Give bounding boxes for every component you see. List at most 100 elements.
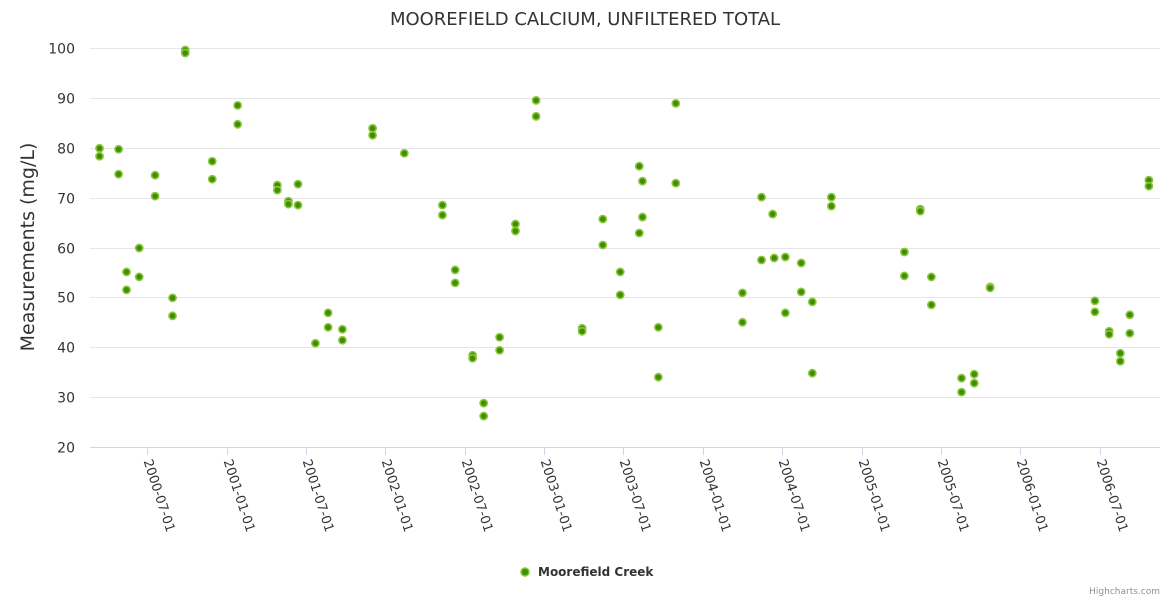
data-point[interactable] <box>122 285 131 295</box>
data-point[interactable] <box>495 332 504 342</box>
data-point[interactable] <box>638 176 647 186</box>
data-point[interactable] <box>780 252 790 262</box>
data-point[interactable] <box>598 240 608 250</box>
data-point[interactable] <box>134 272 144 282</box>
data-point[interactable] <box>311 338 320 348</box>
y-tick-label: 70 <box>57 192 75 208</box>
data-point[interactable] <box>780 308 790 318</box>
data-point[interactable] <box>531 111 541 121</box>
data-point[interactable] <box>495 345 504 355</box>
data-point[interactable] <box>284 199 293 209</box>
data-point[interactable] <box>233 119 243 129</box>
data-point[interactable] <box>1125 328 1135 338</box>
data-point[interactable] <box>114 144 123 154</box>
data-point[interactable] <box>807 297 817 307</box>
data-point[interactable] <box>399 148 409 158</box>
data-point[interactable] <box>577 326 587 336</box>
data-point[interactable] <box>323 308 333 318</box>
data-point[interactable] <box>598 214 608 224</box>
data-point[interactable] <box>807 368 817 378</box>
data-point[interactable] <box>1144 181 1154 191</box>
data-point[interactable] <box>900 271 909 281</box>
data-point[interactable] <box>479 398 489 408</box>
data-point[interactable] <box>438 200 447 210</box>
data-point[interactable] <box>900 247 909 257</box>
data-point[interactable] <box>293 179 303 189</box>
legend-label: Moorefield Creek <box>538 565 654 579</box>
data-point[interactable] <box>1125 310 1135 320</box>
series-moorefield-creek[interactable] <box>95 45 1154 421</box>
data-point[interactable] <box>671 98 681 108</box>
data-point[interactable] <box>511 219 520 229</box>
data-point[interactable] <box>338 335 347 345</box>
data-point[interactable] <box>122 267 131 277</box>
data-point[interactable] <box>769 253 779 263</box>
data-point[interactable] <box>207 174 217 184</box>
data-point[interactable] <box>150 170 160 180</box>
data-point[interactable] <box>272 185 282 195</box>
data-point[interactable] <box>293 200 303 210</box>
x-tick-label: 2000-07-01 <box>140 458 178 534</box>
x-tick-label: 2004-07-01 <box>775 458 813 534</box>
data-point[interactable] <box>826 192 836 202</box>
data-point[interactable] <box>368 130 377 140</box>
data-point[interactable] <box>926 272 936 282</box>
data-point[interactable] <box>450 278 460 288</box>
data-point[interactable] <box>969 378 979 388</box>
x-tick-label: 2005-07-01 <box>934 458 972 534</box>
data-point[interactable] <box>768 209 778 219</box>
data-point[interactable] <box>323 322 333 332</box>
data-point[interactable] <box>479 411 489 421</box>
data-point[interactable] <box>653 322 663 332</box>
data-point[interactable] <box>468 353 477 363</box>
data-point[interactable] <box>985 283 995 293</box>
data-point[interactable] <box>969 369 979 379</box>
data-point[interactable] <box>1090 296 1100 306</box>
credits-link[interactable]: Highcharts.com <box>1089 587 1160 597</box>
data-point[interactable] <box>796 258 806 268</box>
data-point[interactable] <box>926 300 936 310</box>
data-point[interactable] <box>1104 329 1114 339</box>
data-point[interactable] <box>615 267 625 277</box>
data-point[interactable] <box>796 287 806 297</box>
data-point[interactable] <box>1090 307 1100 317</box>
data-point[interactable] <box>634 161 644 171</box>
y-axis-ticks: 20 30 40 50 60 70 80 90 100 <box>48 42 75 457</box>
data-point[interactable] <box>634 228 644 238</box>
data-point[interactable] <box>114 169 123 179</box>
data-point[interactable] <box>180 48 190 58</box>
data-point[interactable] <box>511 226 520 236</box>
data-point[interactable] <box>233 100 243 110</box>
data-point[interactable] <box>95 151 104 161</box>
data-point[interactable] <box>757 192 766 202</box>
data-point[interactable] <box>438 210 447 220</box>
data-point[interactable] <box>1115 356 1125 366</box>
data-point[interactable] <box>826 201 836 211</box>
data-point[interactable] <box>95 143 104 153</box>
x-axis-ticks: 2000-07-01 2001-01-01 2001-07-01 2002-01-01… <box>140 447 1130 534</box>
data-point[interactable] <box>738 317 747 327</box>
data-point[interactable] <box>957 373 966 383</box>
data-point[interactable] <box>638 212 647 222</box>
data-point[interactable] <box>653 372 663 382</box>
data-point[interactable] <box>168 293 177 303</box>
data-point[interactable] <box>134 243 144 253</box>
data-point[interactable] <box>531 95 541 105</box>
data-point[interactable] <box>738 288 747 298</box>
grid-lines <box>90 48 1160 398</box>
data-point[interactable] <box>671 178 681 188</box>
data-point[interactable] <box>168 311 177 321</box>
data-point[interactable] <box>915 206 925 216</box>
x-tick-label: 2003-07-01 <box>616 458 654 534</box>
data-point[interactable] <box>207 156 217 166</box>
data-point[interactable] <box>150 191 160 201</box>
x-tick-label: 2006-01-01 <box>1013 458 1051 534</box>
data-point[interactable] <box>757 255 766 265</box>
legend-item-moorefield-creek[interactable]: Moorefield Creek <box>520 565 654 579</box>
data-point[interactable] <box>1115 348 1125 358</box>
data-point[interactable] <box>957 387 966 397</box>
data-point[interactable] <box>368 123 377 133</box>
data-point[interactable] <box>338 324 347 334</box>
data-point[interactable] <box>450 265 460 275</box>
data-point[interactable] <box>615 290 625 300</box>
